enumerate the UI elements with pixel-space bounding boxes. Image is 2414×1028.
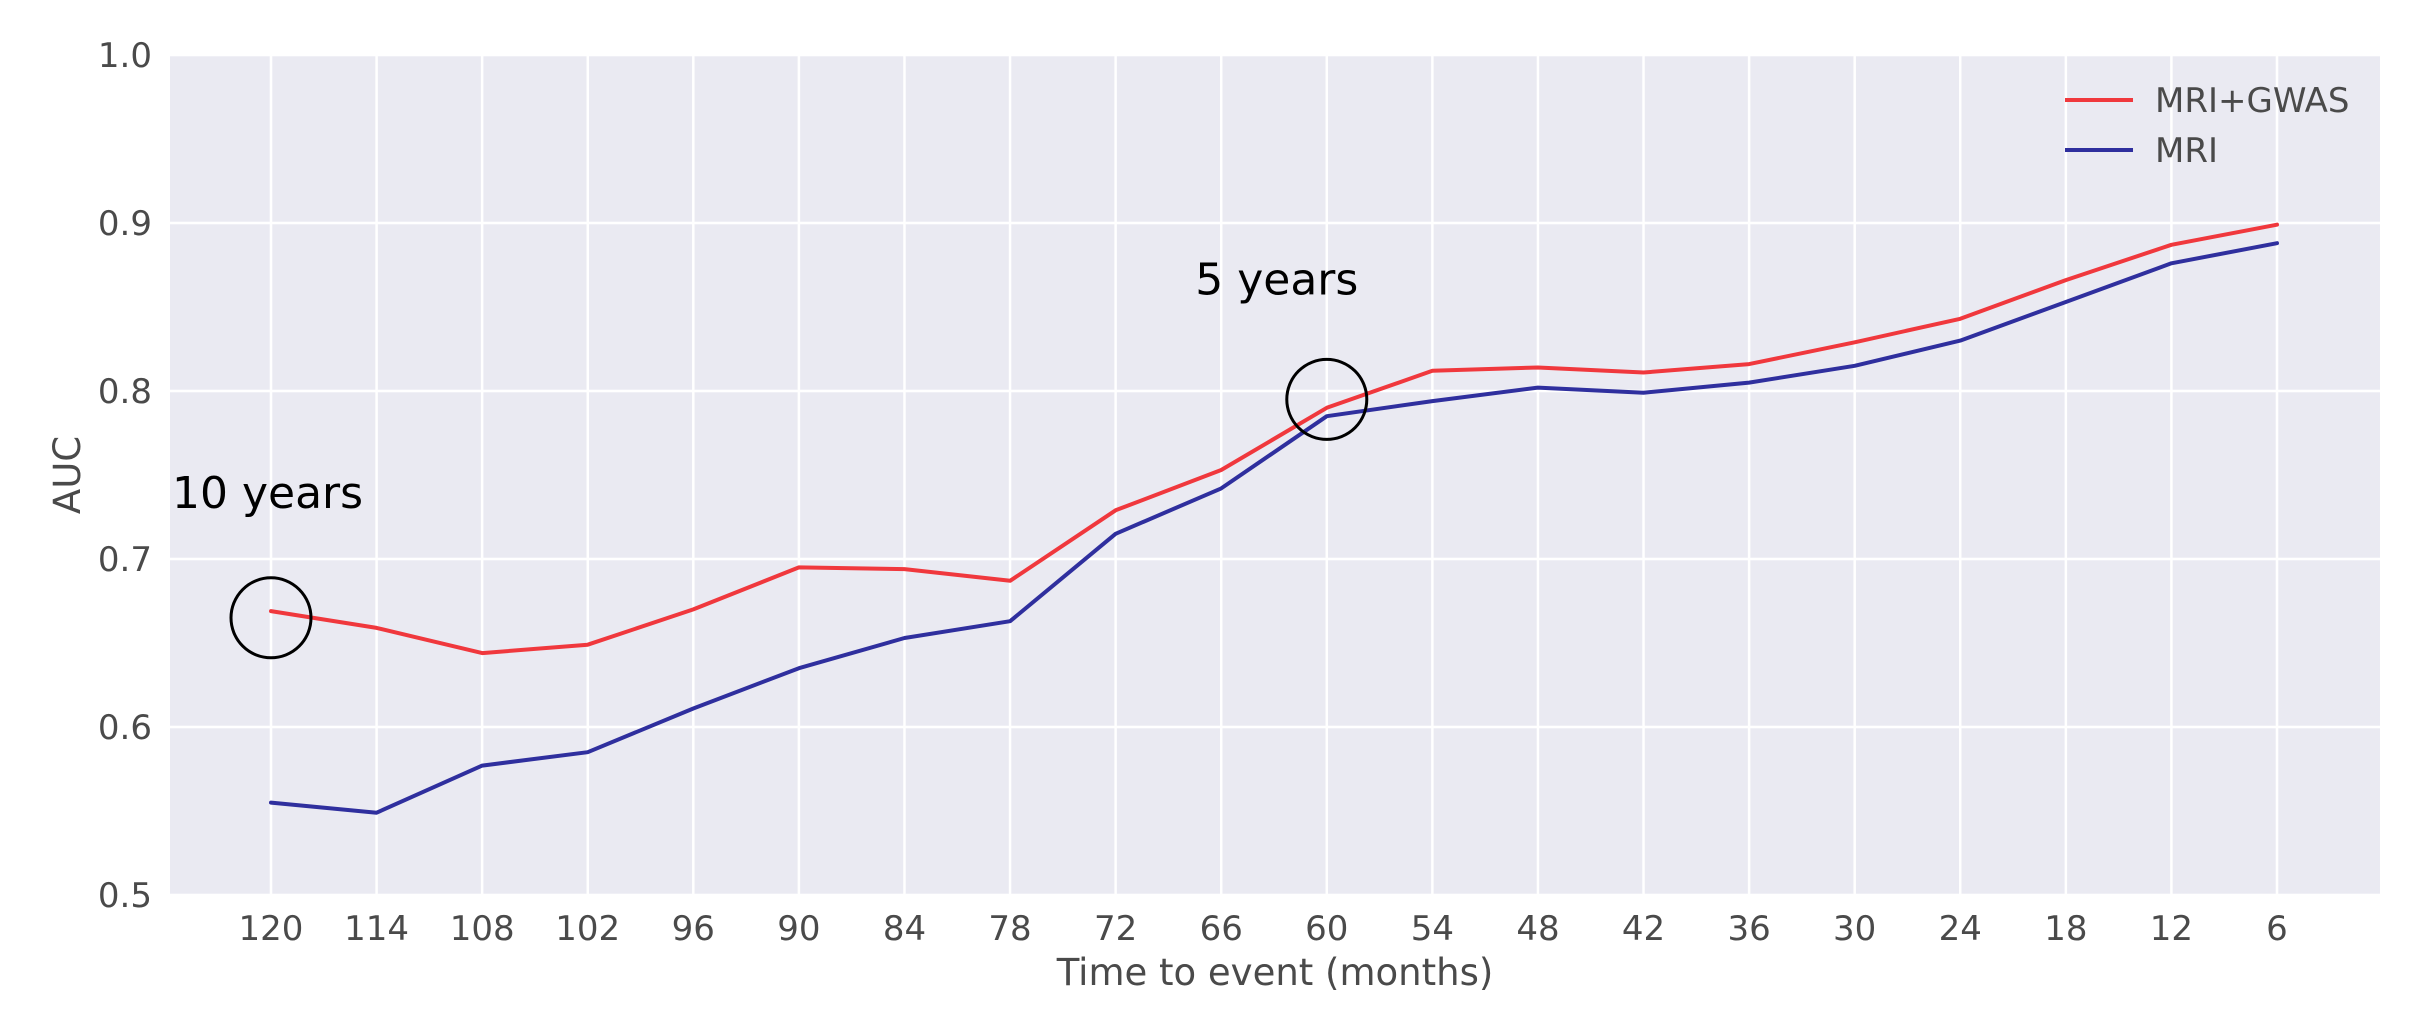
legend: MRI+GWAS MRI (2065, 81, 2349, 171)
legend-label: MRI (2155, 131, 2218, 171)
x-tick-labels: 120 114 108 102 96 90 84 78 72 66 60 54 48 42 36 30 24 18… (239, 909, 2288, 949)
x-tick-label: 42 (1622, 909, 1665, 949)
annotation-circle (229, 576, 313, 660)
series-line-mri (269, 241, 2279, 815)
x-tick-label: 6 (2266, 909, 2288, 949)
series-line-mri-gwas (269, 222, 2279, 656)
y-tick-label: 0.9 (98, 204, 152, 244)
x-tick-label: 78 (988, 909, 1031, 949)
plot-background (170, 55, 2380, 895)
x-tick-label: 36 (1727, 909, 1770, 949)
x-tick-label: 72 (1094, 909, 1137, 949)
y-tick-labels: 0.5 0.6 0.7 0.8 0.9 1.0 (98, 36, 152, 916)
x-tick-label: 120 (239, 909, 304, 949)
series-lines (269, 222, 2279, 815)
annotation-circle (1285, 357, 1369, 441)
grid-lines (170, 53, 2380, 897)
x-tick-label: 96 (672, 909, 715, 949)
y-tick-label: 0.6 (98, 708, 152, 748)
x-tick-label: 90 (777, 909, 820, 949)
x-tick-label: 30 (1833, 909, 1876, 949)
annotation-label: 5 years (1195, 254, 1358, 305)
y-tick-label: 0.7 (98, 540, 152, 580)
y-tick-label: 1.0 (98, 36, 152, 76)
x-axis-title: Time to event (months) (1056, 951, 1494, 994)
y-tick-label: 0.5 (98, 876, 152, 916)
y-axis-title: AUC (46, 436, 89, 514)
x-tick-label: 18 (2044, 909, 2087, 949)
annotations: 10 years 5 years (172, 254, 1369, 660)
y-tick-label: 0.8 (98, 372, 152, 412)
annotation-label: 10 years (172, 468, 363, 519)
x-tick-label: 60 (1305, 909, 1348, 949)
x-tick-label: 24 (1939, 909, 1982, 949)
x-tick-label: 102 (555, 909, 620, 949)
x-tick-label: 12 (2150, 909, 2193, 949)
legend-label: MRI+GWAS (2155, 81, 2349, 121)
x-tick-label: 108 (450, 909, 515, 949)
x-tick-label: 114 (344, 909, 409, 949)
x-tick-label: 84 (883, 909, 926, 949)
x-tick-label: 48 (1516, 909, 1559, 949)
x-tick-label: 66 (1200, 909, 1243, 949)
x-tick-label: 54 (1411, 909, 1454, 949)
